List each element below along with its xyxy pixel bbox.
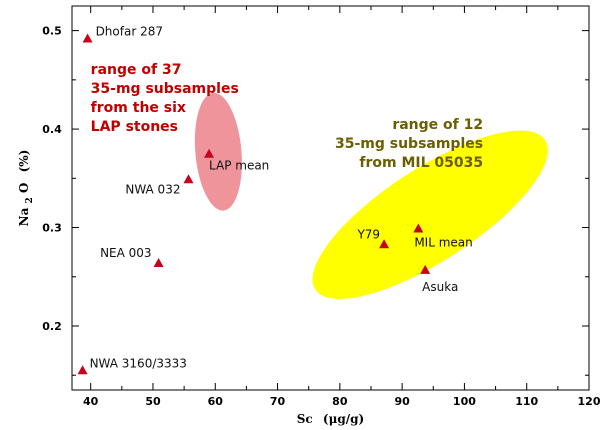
data-point-marker [153,257,164,267]
data-points: Dhofar 287 LAP mean NWA 032 NEA 003 NWA 3160… [77,24,473,375]
data-point-marker [183,174,194,184]
data-point-label: Dhofar 287 [96,24,163,38]
data-point-label: Y79 [356,227,380,241]
x-tick-label: 110 [515,395,538,408]
y-axis-title-na: Na [17,207,31,226]
annotation-line: from the six [91,100,186,116]
annotation-1: range of 12 35-mg subsamples from MIL 0503… [335,117,483,171]
y-tick-label: 0.5 [42,25,62,38]
data-point-label: NWA 3160/3333 [90,356,187,370]
data-point-marker [379,239,390,249]
x-tick-label: 60 [208,395,224,408]
x-tick-label: 120 [578,395,601,408]
data-point-marker [420,264,431,274]
axis-titles: Sc (μg/g) Na 2 O (%) [17,150,364,426]
annotations: range of 37 35-mg subsamples from the six L… [91,62,483,171]
x-tick-label: 50 [145,395,161,408]
x-axis-title-main: Sc [297,412,313,426]
y-axis-title-o: O [17,183,31,193]
x-tick-label: 100 [453,395,476,408]
y-tick-label: 0.2 [42,320,62,333]
data-point-label: NWA 032 [125,182,180,196]
plot-frame [71,5,590,391]
annotation-line: range of 12 [392,117,483,133]
y-axis-title-unit: (%) [17,150,31,173]
data-point-label: LAP mean [209,159,269,173]
range-regions [194,92,548,299]
annotation-line: range of 37 [91,62,182,78]
y-axis-title-sub: 2 [25,197,35,203]
x-tick-label: 70 [270,395,286,408]
y-tick-label: 0.4 [42,123,62,136]
x-tick-label: 90 [394,395,410,408]
data-point-marker [77,365,88,375]
data-point-label: NEA 003 [100,246,152,260]
annotation-line: 35-mg subsamples [91,81,239,97]
annotation-0: range of 37 35-mg subsamples from the six L… [91,62,239,135]
annotation-line: from MIL 05035 [359,155,483,171]
y-axis-title: Na 2 O (%) [17,150,35,227]
range-region-1 [312,130,548,299]
x-tick-label: 40 [83,395,99,408]
data-point-label: MIL mean [414,236,472,250]
data-point-marker [204,148,215,158]
y-tick-label: 0.3 [42,222,62,235]
annotation-line: LAP stones [91,119,178,135]
data-point-label: Asuka [422,280,458,294]
axis-ticks: 40 50 60 70 80 90 100 110 120 0.2 0.3 0.4 0.5 [42,6,601,408]
x-axis-title: Sc (μg/g) [297,412,364,426]
range-region-0 [194,92,242,211]
data-point-marker [413,223,424,233]
data-point-marker [82,33,93,43]
annotation-line: 35-mg subsamples [335,136,483,152]
x-axis-title-unit: (μg/g) [323,412,364,426]
x-tick-label: 80 [332,395,348,408]
